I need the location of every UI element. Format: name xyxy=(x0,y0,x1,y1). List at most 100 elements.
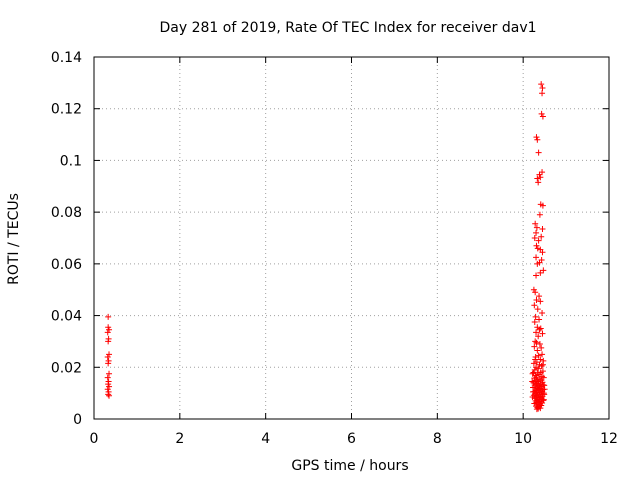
axis-ticks: 0 2 4 6 8 10 12 0 0.02 0.04 0.06 0.08 0.1 0.12 0.14 xyxy=(51,50,618,447)
data-point xyxy=(531,375,538,382)
data-point xyxy=(537,269,544,276)
data-point xyxy=(541,391,548,398)
data-point xyxy=(531,343,538,350)
data-point xyxy=(105,391,112,398)
data-point xyxy=(532,338,539,345)
data-point xyxy=(531,319,538,326)
data-point xyxy=(105,313,112,320)
data-point xyxy=(536,171,543,178)
data-point xyxy=(539,361,546,368)
data-point xyxy=(537,298,544,305)
data-point xyxy=(106,326,113,333)
data-point xyxy=(532,289,539,296)
data-point xyxy=(540,396,547,403)
data-point xyxy=(533,224,540,231)
data-point xyxy=(536,293,543,300)
data-point xyxy=(533,229,540,236)
y-tick-label: 0.06 xyxy=(51,257,82,273)
data-point xyxy=(535,365,542,372)
data-point xyxy=(536,371,543,378)
data-point xyxy=(534,306,541,313)
data-point xyxy=(533,134,540,141)
data-point xyxy=(532,313,539,320)
data-point xyxy=(106,383,113,390)
data-point xyxy=(535,352,542,359)
data-point xyxy=(533,329,540,336)
data-point xyxy=(538,362,545,369)
x-tick-label: 4 xyxy=(261,431,270,447)
data-points xyxy=(104,81,548,413)
data-point xyxy=(533,297,540,304)
data-point xyxy=(106,351,113,358)
data-point xyxy=(534,347,541,354)
data-point xyxy=(533,406,540,413)
data-point xyxy=(538,110,545,117)
data-point xyxy=(534,260,541,267)
data-point xyxy=(106,370,113,377)
y-tick-label: 0.12 xyxy=(51,102,82,118)
data-point xyxy=(104,353,111,360)
data-point xyxy=(539,169,546,176)
y-tick-label: 0.1 xyxy=(60,153,82,169)
data-point xyxy=(530,286,537,293)
data-point xyxy=(538,81,545,88)
x-tick-label: 12 xyxy=(600,431,618,447)
data-point xyxy=(532,220,539,227)
data-point xyxy=(540,374,547,381)
data-point xyxy=(104,386,111,393)
data-point xyxy=(537,201,544,208)
data-point xyxy=(105,381,112,388)
data-point xyxy=(539,309,546,316)
data-point xyxy=(106,392,113,399)
data-point xyxy=(105,324,112,331)
data-point xyxy=(539,90,546,97)
data-point xyxy=(532,356,539,363)
x-tick-label: 10 xyxy=(514,431,532,447)
data-point xyxy=(104,329,111,336)
data-point xyxy=(536,341,543,348)
data-point xyxy=(536,326,543,333)
data-point xyxy=(535,405,542,412)
data-point xyxy=(538,344,545,351)
x-tick-label: 8 xyxy=(433,431,442,447)
y-tick-label: 0.08 xyxy=(51,205,82,221)
data-point xyxy=(105,360,112,367)
data-point xyxy=(535,179,542,186)
y-tick-label: 0 xyxy=(73,412,82,428)
data-point xyxy=(529,378,536,385)
chart-title: Day 281 of 2019, Rate Of TEC Index for r… xyxy=(159,20,536,36)
data-point xyxy=(530,388,537,395)
data-point xyxy=(530,360,537,367)
data-point xyxy=(538,233,545,240)
data-point xyxy=(529,370,536,377)
data-point xyxy=(531,302,538,309)
data-point xyxy=(105,338,112,345)
data-point xyxy=(534,136,541,143)
data-point xyxy=(533,339,540,346)
data-point xyxy=(535,149,542,156)
data-point xyxy=(537,325,544,332)
data-point xyxy=(539,351,546,358)
y-tick-label: 0.02 xyxy=(51,360,82,376)
data-point xyxy=(535,237,542,244)
data-point xyxy=(541,386,548,393)
data-point xyxy=(539,113,546,120)
data-point xyxy=(539,249,546,256)
data-point xyxy=(534,175,541,182)
data-point xyxy=(536,316,543,323)
data-point xyxy=(530,369,537,376)
x-tick-label: 6 xyxy=(347,431,356,447)
data-point xyxy=(539,225,546,232)
data-point xyxy=(531,366,538,373)
x-tick-label: 0 xyxy=(90,431,99,447)
y-axis-label: ROTI / TECUs xyxy=(6,193,22,285)
y-tick-label: 0.04 xyxy=(51,309,82,325)
x-tick-label: 2 xyxy=(175,431,184,447)
data-point xyxy=(529,394,536,401)
data-point xyxy=(533,242,540,249)
data-point xyxy=(533,272,540,279)
data-point xyxy=(537,356,544,363)
data-point xyxy=(539,330,546,337)
